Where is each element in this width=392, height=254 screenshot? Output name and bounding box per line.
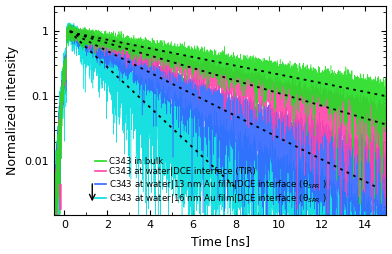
Y-axis label: Normalized intensity: Normalized intensity bbox=[5, 46, 18, 175]
X-axis label: Time [ns]: Time [ns] bbox=[191, 235, 250, 248]
Legend: C343 in bulk, C343 at water|DCE interface (TIR), C343 at water|13 nm Au film|DCE: C343 in bulk, C343 at water|DCE interfac… bbox=[91, 153, 330, 209]
